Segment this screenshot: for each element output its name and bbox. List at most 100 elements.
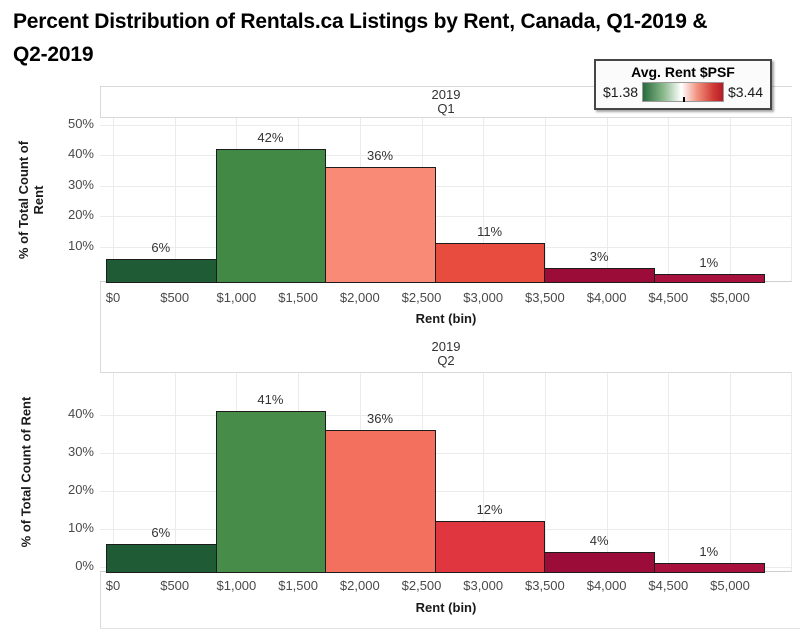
q2-header-year: 2019 [431,339,461,354]
color-legend: Avg. Rent $PSF $1.38 $3.44 [594,59,772,110]
bar[interactable] [544,267,655,283]
q2-y-axis-label: % of Total Count of Rent [19,397,34,548]
q1-y-axis-label-line-1: % of Total Count of [16,140,31,260]
x-tick-label: $4,500 [648,578,689,593]
bar[interactable] [215,411,327,573]
h-gridline [100,491,791,492]
h-gridline [100,155,791,156]
bar[interactable] [106,544,217,573]
bar[interactable] [106,258,217,283]
bar[interactable] [544,551,655,573]
v-gridline [483,118,485,281]
bar-label: 36% [366,411,394,427]
q2-x-axis-label: Rent (bin) [415,600,477,615]
v-gridline [730,373,731,571]
v-gridline [113,118,114,281]
x-tick-label: $4,500 [648,290,689,305]
y-tick-label: 20% [67,482,94,497]
page-title-line-1: Percent Distribution of Rentals.ca Listi… [13,10,708,33]
x-tick-label: $1,000 [216,290,257,305]
bar-label: 4% [589,532,609,548]
v-gridline [174,118,176,281]
x-tick-label: $3,500 [525,578,565,593]
bar-label: 6% [151,525,171,541]
x-tick-label: $5,000 [710,290,750,305]
bar-label: 12% [476,502,503,518]
x-tick-label: $4,000 [586,290,627,305]
x-tick-label: $500 [160,290,190,305]
page-title-line-2: Q2-2019 [13,42,94,66]
y-tick-label: 30% [67,176,94,192]
q2-plot-area [100,372,792,573]
x-tick-label: $2,000 [339,578,380,593]
y-tick-label: 30% [67,444,94,459]
bar-label: 41% [257,392,284,408]
legend-pointer-tick [683,97,685,102]
y-tick-label: 40% [67,146,94,161]
x-tick-label: $2,500 [401,290,442,305]
v-gridline [730,118,731,281]
x-tick-label: $5,000 [710,578,750,593]
legend-max-label: $3.44 [727,84,763,100]
v-gridline [544,373,546,571]
bottom-separator-line [100,628,800,629]
y-tick-label: 20% [67,207,94,222]
v-gridline [113,373,114,571]
legend-title: Avg. Rent $PSF [631,64,735,80]
q2-chart-header: 2019 Q2 [432,340,461,368]
bar[interactable] [215,148,327,283]
x-tick-label: $500 [160,578,190,593]
h-gridline [100,415,791,416]
page-title: Percent Distribution of Rentals.ca Listi… [13,6,783,71]
bar-label: 42% [257,129,284,145]
q2-header-quarter: Q2 [437,353,455,368]
bar-label: 36% [366,148,394,164]
x-tick-label: $0 [105,290,121,305]
y-tick-label: 10% [67,520,94,535]
bar[interactable] [654,273,765,283]
legend-gradient[interactable] [642,82,724,102]
v-gridline [174,373,176,571]
x-tick-label: $3,000 [463,290,504,305]
bar[interactable] [654,563,765,573]
q1-header-top-line [100,86,792,87]
v-gridline [483,373,485,571]
x-tick-label: $1,500 [278,578,318,593]
q1-x-axis-label: Rent (bin) [415,311,477,326]
h-gridline [100,216,791,217]
x-tick-label: $0 [105,578,121,593]
x-tick-label: $4,000 [586,578,627,593]
x-tick-label: $1,000 [216,578,257,593]
q1-plot-area [100,117,792,283]
bar-label: 11% [477,224,503,240]
h-gridline [100,185,791,187]
bar[interactable] [325,430,436,573]
bar-label: 3% [589,248,609,264]
legend-min-label: $1.38 [603,84,639,100]
x-tick-label: $2,500 [401,578,442,593]
bar[interactable] [434,521,546,573]
x-tick-label: $2,000 [339,290,380,305]
x-tick-label: $3,000 [463,578,504,593]
legend-scale: $1.38 $3.44 [603,82,763,102]
y-tick-label: 40% [67,406,94,421]
q1-chart-header: 2019 Q1 [432,88,461,116]
q1-header-quarter: Q1 [437,101,455,116]
bar[interactable] [434,243,546,283]
bar-label: 6% [151,239,171,255]
v-gridline [606,118,608,281]
bar-label: 1% [699,544,719,560]
left-axis-line [100,86,101,628]
v-gridline [544,118,546,281]
y-tick-label: 10% [67,237,94,253]
bar-label: 1% [699,254,719,270]
x-tick-label: $3,500 [525,290,565,305]
x-tick-label: $1,500 [278,290,318,305]
q2-y-axis-label-line-1: % of Total Count of Rent [18,396,34,548]
bar[interactable] [325,167,436,283]
q1-header-year: 2019 [431,87,461,102]
y-tick-label: 0% [75,558,94,573]
h-gridline [100,124,791,126]
h-gridline [100,453,791,454]
